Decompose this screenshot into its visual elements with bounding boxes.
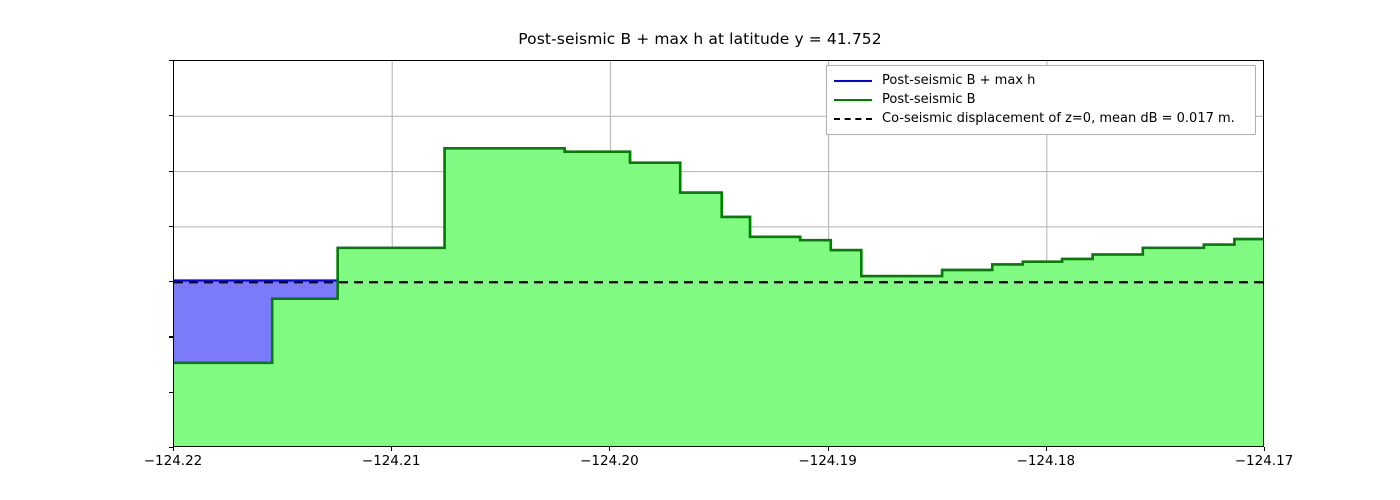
chart-title: Post-seismic B + max h at latitude y = 4… <box>518 30 882 48</box>
y-tickmark <box>169 336 173 338</box>
legend-item-co-seismic-displacement[interactable]: Co-seismic displacement of z=0, mean dB … <box>834 109 1248 128</box>
y-tickmark <box>169 447 173 449</box>
y-tickmark <box>169 170 173 172</box>
x-tickmark <box>391 447 393 451</box>
legend-label-post-seismic-b-plus-max-h: Post-seismic B + max h <box>882 73 1036 88</box>
green-fill-area <box>174 148 1263 446</box>
x-tickmark <box>609 447 611 451</box>
legend-box[interactable]: Post-seismic B + max h Post-seismic B Co… <box>826 65 1256 135</box>
x-tickmark <box>1045 447 1047 451</box>
series-step-lines <box>174 147 1263 365</box>
legend-swatch-green <box>834 94 872 106</box>
x-tick-label: −124.21 <box>361 453 421 469</box>
x-tick-label: −124.17 <box>1234 453 1294 469</box>
y-tickmark <box>169 391 173 393</box>
legend-swatch-blue <box>834 75 872 87</box>
x-tick-label: −124.22 <box>143 453 203 469</box>
series-fill-areas <box>174 148 1263 446</box>
y-tickmark <box>169 281 173 283</box>
legend-label-post-seismic-b: Post-seismic B <box>882 92 976 107</box>
series-line-post-seismic-b <box>174 147 1263 365</box>
x-tick-label: −124.19 <box>798 453 857 469</box>
y-tickmark <box>169 60 173 62</box>
legend-item-post-seismic-b-plus-max-h[interactable]: Post-seismic B + max h <box>834 71 1248 90</box>
x-tick-label: −124.18 <box>1016 453 1076 469</box>
legend-swatch-dashed-black <box>834 113 872 125</box>
plot-svg <box>174 61 1263 446</box>
y-tickmark <box>169 225 173 227</box>
plot-area <box>173 60 1264 447</box>
legend-label-co-seismic-displacement: Co-seismic displacement of z=0, mean dB … <box>882 111 1235 126</box>
legend-item-post-seismic-b[interactable]: Post-seismic B <box>834 90 1248 109</box>
x-tick-label: −124.20 <box>580 453 639 469</box>
x-tickmark <box>173 447 175 451</box>
y-tickmark <box>169 115 173 117</box>
x-tickmark <box>827 447 829 451</box>
x-tickmark <box>1264 447 1266 451</box>
